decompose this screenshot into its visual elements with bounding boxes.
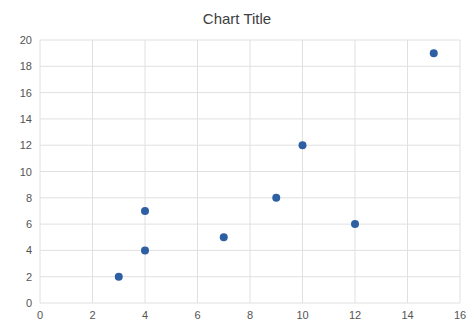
- point: [351, 220, 359, 228]
- y-tick-label: 16: [20, 87, 32, 99]
- y-tick-label: 8: [26, 192, 32, 204]
- points: [115, 49, 438, 281]
- y-tick-label: 4: [26, 244, 32, 256]
- point: [272, 194, 280, 202]
- grid-line: [40, 171, 460, 172]
- y-tick-label: 18: [20, 60, 32, 72]
- grid-line: [40, 145, 460, 146]
- x-tick-label: 8: [247, 309, 253, 321]
- y-tick-label: 12: [20, 139, 32, 151]
- grid-line: [40, 276, 460, 277]
- x-tick-label: 12: [349, 309, 361, 321]
- axes: 0 2 4 6 8 10 12 14 16 0 2 4 6 8 10 12 14 16 18 20: [20, 34, 466, 321]
- y-tick-label: 10: [20, 166, 32, 178]
- x-tick-label: 14: [401, 309, 413, 321]
- chart: 0 2 4 6 8 10 12 14 16 0 2 4 6 8 10 12 14 16 18 20 Chart Titl…: [0, 0, 474, 331]
- y-tick-label: 14: [20, 113, 32, 125]
- plot-area: [40, 40, 460, 303]
- point: [115, 273, 123, 281]
- grid-line: [40, 40, 460, 41]
- x-tick-label: 16: [454, 309, 466, 321]
- grid-line: [40, 197, 460, 198]
- grid-line: [40, 224, 460, 225]
- title: Chart Title: [203, 10, 271, 27]
- point: [299, 141, 307, 149]
- grid-line: [40, 118, 460, 119]
- grid-line: [40, 250, 460, 251]
- x-tick-label: 2: [89, 309, 95, 321]
- y-tick-label: 6: [26, 218, 32, 230]
- y-tick-label: 2: [26, 271, 32, 283]
- point: [430, 49, 438, 57]
- y-tick-label: 20: [20, 34, 32, 46]
- y-tick-label: 0: [26, 297, 32, 309]
- grid-line: [40, 303, 460, 304]
- grid-line: [40, 66, 460, 67]
- point: [220, 233, 228, 241]
- x-tick-label: 6: [194, 309, 200, 321]
- x-tick-label: 0: [37, 309, 43, 321]
- grid: [40, 40, 460, 303]
- grid-line: [40, 92, 460, 93]
- point: [141, 207, 149, 215]
- x-tick-label: 4: [142, 309, 148, 321]
- point: [141, 246, 149, 254]
- x-tick-label: 10: [296, 309, 308, 321]
